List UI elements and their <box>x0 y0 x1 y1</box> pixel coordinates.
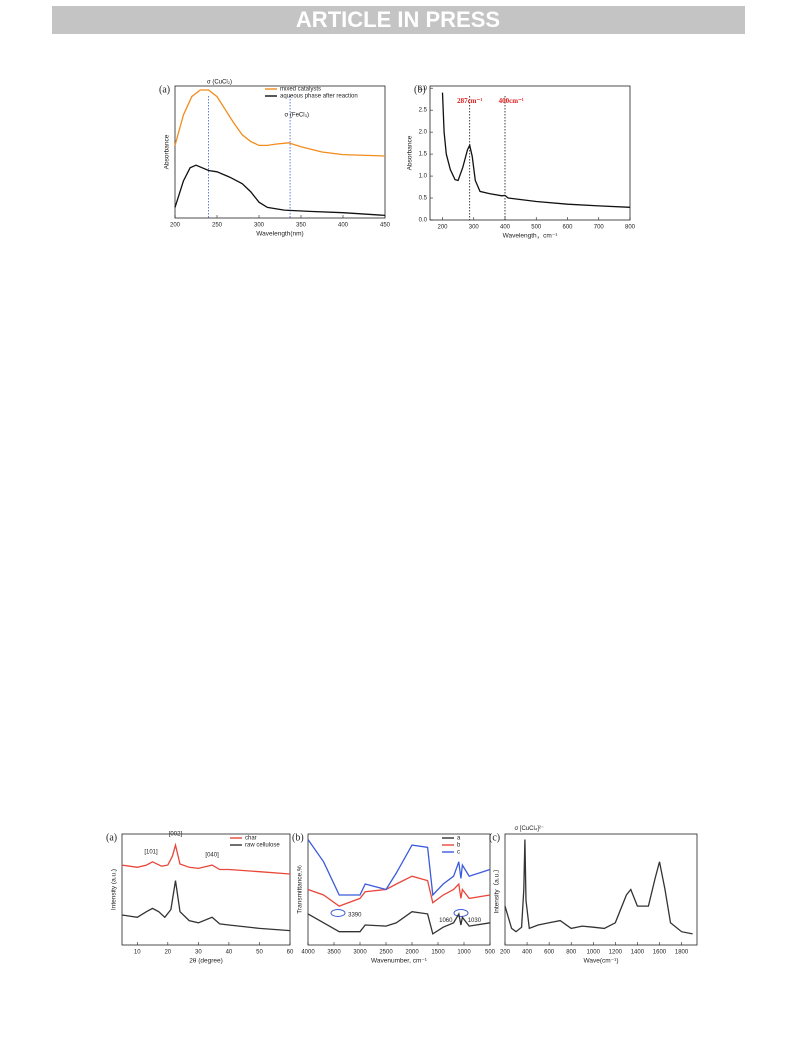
y-tick-label: 0.5 <box>419 196 428 202</box>
x-tick-label: 350 <box>296 223 307 229</box>
x-tick-label: 60 <box>287 950 294 956</box>
x-tick-label: 1600 <box>653 950 667 956</box>
x-tick-label: 3000 <box>353 950 367 956</box>
x-tick-label: 200 <box>500 950 511 956</box>
x-tick-label: 400 <box>522 950 533 956</box>
panel-label: (c) <box>489 832 500 843</box>
y-axis-label: Absorbance <box>164 134 171 169</box>
y-axis-label: Transmittance,% <box>297 865 304 914</box>
legend-label: raw cellulose <box>245 843 280 849</box>
x-axis-label: Wavelength(nm) <box>256 231 303 238</box>
x-tick-label: 200 <box>437 225 448 231</box>
x-tick-label: 2500 <box>379 950 393 956</box>
legend-label: char <box>245 836 257 842</box>
series-line <box>121 880 291 932</box>
x-tick-label: 20 <box>164 950 171 956</box>
highlight <box>330 909 346 917</box>
x-tick-label: 800 <box>625 225 636 231</box>
plot-frame <box>504 833 698 946</box>
annotation: 287cm⁻¹ <box>457 97 482 105</box>
x-tick-label: 1000 <box>587 950 601 956</box>
x-tick-label: 1800 <box>675 950 689 956</box>
x-tick-label: 1400 <box>631 950 645 956</box>
series-line <box>174 164 386 217</box>
legend-label: mixed catalysts <box>280 87 321 93</box>
x-axis-label: Wavenumber, cm⁻¹ <box>371 958 428 965</box>
x-tick-label: 250 <box>212 223 223 229</box>
annotation: σ (CuCl₂) <box>207 80 232 86</box>
plot-frame <box>429 85 631 221</box>
annotation: 400cm⁻¹ <box>499 97 524 105</box>
x-axis-label: 2θ (degree) <box>189 958 223 965</box>
x-tick-label: 2000 <box>405 950 419 956</box>
x-tick-label: 600 <box>562 225 573 231</box>
series-line <box>441 92 631 208</box>
annotation: [101] <box>144 849 158 855</box>
x-tick-label: 50 <box>256 950 263 956</box>
x-tick-label: 300 <box>254 223 265 229</box>
x-tick-label: 1500 <box>431 950 445 956</box>
annotation: σ [CuCl₄]²⁻ <box>514 826 544 832</box>
banner: ARTICLE IN PRESS <box>296 7 500 32</box>
x-tick-label: 40 <box>226 950 233 956</box>
y-tick-label: 1.0 <box>419 174 428 180</box>
x-tick-label: 10 <box>134 950 141 956</box>
panel-label: (b) <box>414 84 426 95</box>
annotation: 1060 <box>439 918 453 924</box>
annotation: [040] <box>205 853 219 859</box>
x-tick-label: 400 <box>500 225 511 231</box>
x-tick-label: 4000 <box>301 950 315 956</box>
x-tick-label: 1200 <box>609 950 623 956</box>
annotation: 3390 <box>348 913 362 919</box>
series-line <box>307 911 491 935</box>
legend-label: a <box>457 836 461 842</box>
y-tick-label: 3.0 <box>419 86 428 92</box>
x-tick-label: 500 <box>485 950 496 956</box>
plot-frame <box>121 833 291 946</box>
x-tick-label: 700 <box>594 225 605 231</box>
annotation: 1030 <box>468 918 482 924</box>
x-tick-label: 1000 <box>457 950 471 956</box>
x-tick-label: 800 <box>566 950 577 956</box>
annotation: [002] <box>169 832 183 838</box>
panel-label: (a) <box>159 84 170 95</box>
plot-frame <box>174 85 386 219</box>
x-axis-label: Wave(cm⁻¹) <box>584 958 619 965</box>
y-axis-label: Intensity（a.u.） <box>493 865 501 913</box>
x-tick-label: 200 <box>170 223 181 229</box>
legend-label: b <box>457 843 461 849</box>
legend-label: aqueous phase after reaction <box>280 94 358 100</box>
y-tick-label: 2.5 <box>419 108 428 114</box>
series-line <box>307 839 491 897</box>
legend-label: c <box>457 850 460 856</box>
highlight <box>453 909 469 917</box>
y-axis-label: Intensity (a.u.) <box>111 869 118 910</box>
x-tick-label: 450 <box>380 223 391 229</box>
y-axis-label: Absorbance <box>407 135 414 170</box>
x-tick-label: 500 <box>531 225 542 231</box>
banner-bg <box>52 6 745 34</box>
series-line <box>174 89 386 157</box>
x-tick-label: 600 <box>544 950 555 956</box>
x-tick-label: 3500 <box>327 950 341 956</box>
x-axis-label: Wavelength，cm⁻¹ <box>503 233 559 240</box>
y-tick-label: 1.5 <box>419 152 428 158</box>
annotation: σ (FeCl₃) <box>285 113 309 119</box>
y-tick-label: 2.0 <box>419 130 428 136</box>
panel-label: (a) <box>106 832 117 843</box>
panel-label: (b) <box>292 832 304 843</box>
x-tick-label: 300 <box>469 225 480 231</box>
series-line <box>504 839 693 935</box>
x-tick-label: 30 <box>195 950 202 956</box>
y-tick-label: 0.0 <box>419 218 428 224</box>
series-line <box>121 842 291 875</box>
x-tick-label: 400 <box>338 223 349 229</box>
series-line <box>307 875 491 907</box>
